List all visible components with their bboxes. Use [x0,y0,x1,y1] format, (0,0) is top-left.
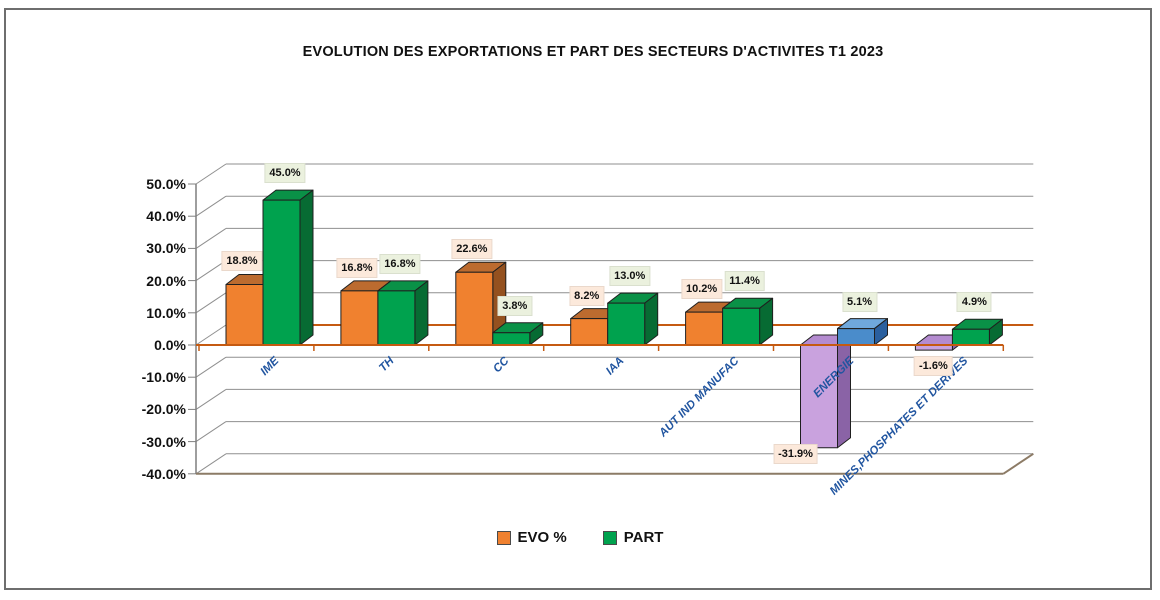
bar-part-aut-ind-manufac[interactable] [722,307,761,346]
data-label-evo-ime: 18.8% [221,251,263,272]
bar-evo-iaa[interactable] [570,318,609,346]
y-axis-label: -30.0% [141,433,186,450]
bar-part-th-side[interactable] [414,280,429,346]
sidewall-gridline [195,195,227,217]
sidewall-gridline [195,163,227,185]
chart-title: EVOLUTION DES EXPORTATIONS ET PART DES S… [302,44,884,60]
bar-evo-cc[interactable] [455,271,494,346]
data-label-evo-aut-ind-manufac: 10.2% [680,279,723,300]
sidewall-gridline [195,453,227,475]
y-axis-label: 20.0% [146,272,186,289]
data-label-part-aut-ind-manufac: 11.4% [724,271,765,292]
bar-evo-th[interactable] [340,290,379,346]
data-label-part-cc: 3.8% [497,295,533,316]
bar-part-ime[interactable] [262,199,301,346]
y-axis-label: 50.0% [146,176,186,192]
y-axis-label: -40.0% [141,465,186,482]
data-label-evo-mines-phosphates-et-derives: -1.6% [914,356,953,377]
part-swatch-icon [602,530,617,545]
data-label-part-energie: 5.1% [841,291,878,312]
legend[interactable]: EVO % PART [0,529,1160,546]
sidewall-gridline [195,227,227,249]
y-axis-label: 0.0% [154,337,186,353]
data-label-part-ime: 45.0% [264,163,306,184]
data-label-evo-energie: -31.9% [773,443,818,464]
y-axis-label: 30.0% [146,240,186,257]
data-label-evo-th: 16.8% [336,257,378,278]
y-axis-label: 10.0% [146,304,186,321]
bar-part-th[interactable] [377,290,416,346]
legend-item-evo[interactable]: EVO % [496,529,567,546]
legend-label-evo: EVO % [517,529,567,546]
bar-evo-aut-ind-manufac[interactable] [685,311,724,346]
y-axis-label: -10.0% [141,369,186,386]
data-label-evo-cc: 22.6% [451,239,493,260]
sidewall-gridline [195,260,227,282]
bar-part-mines-phosphates-et-derives[interactable] [951,328,990,346]
sidewall-gridline [195,292,227,314]
floor-right-edge [1002,452,1034,475]
bar-part-cc[interactable] [492,332,531,346]
data-label-evo-iaa: 8.2% [569,285,605,306]
bar-part-energie[interactable] [837,328,875,346]
y-axis-label: 40.0% [146,208,186,225]
data-label-part-mines-phosphates-et-derives: 4.9% [956,292,992,313]
bar-evo-energie-side[interactable] [837,334,851,449]
y-axis-label: -20.0% [141,401,186,418]
bar-part-iaa[interactable] [607,302,646,346]
bar-part-ime-side[interactable] [299,189,314,346]
sidewall-gridline [195,421,227,443]
data-label-part-iaa: 13.0% [609,266,651,287]
evo-swatch-icon [496,530,511,545]
bar-evo-ime[interactable] [225,283,264,346]
legend-item-part[interactable]: PART [602,529,664,546]
sidewall-gridline [195,356,227,378]
legend-label-part: PART [623,529,664,546]
sidewall-gridline [195,388,227,410]
sidewall-gridline [195,324,227,346]
data-label-part-th: 16.8% [379,253,421,274]
